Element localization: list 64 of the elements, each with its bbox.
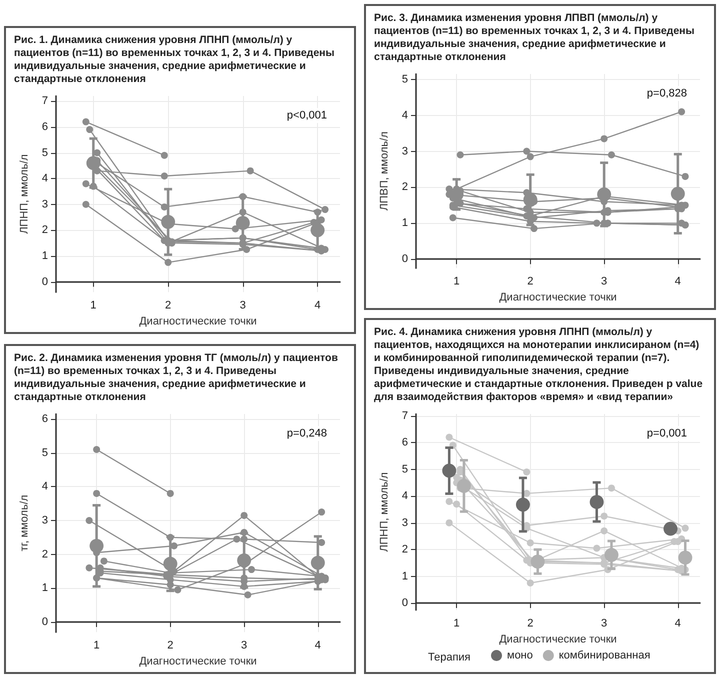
y-tick-label: 3 — [42, 514, 48, 527]
y-tick-label: 0 — [42, 616, 48, 628]
x-tick-label: 3 — [601, 618, 608, 630]
y-tick-label: 0 — [42, 276, 48, 288]
y-tick-label: 1 — [42, 250, 48, 262]
x-tick-label: 3 — [240, 300, 246, 312]
x-tick-label: 4 — [674, 618, 681, 630]
legend-label: комбинированная — [558, 650, 650, 662]
y-tick-label: 7 — [42, 95, 48, 108]
x-tick-label: 1 — [454, 276, 460, 288]
x-tick-label: 4 — [314, 300, 321, 312]
y-tick-label: 5 — [42, 146, 48, 159]
y-tick-label: 6 — [42, 413, 48, 426]
chart-title: Рис. 2. Динамика изменения уровня ТГ (ммоль/л) у пациентов (n=11) во временных точках 1, 2, 3 и 4. Приведены индивидуальные значения, средние арифметические и стандартные отклонения — [13, 351, 339, 404]
x-tick-label: 2 — [165, 300, 172, 312]
y-tick-label: 4 — [402, 109, 408, 122]
y-axis-title: ЛПНП, ммоль/л — [378, 472, 390, 552]
y-tick-label: 5 — [402, 73, 408, 86]
y-tick-label: 1 — [42, 582, 48, 594]
y-tick-label: 2 — [42, 548, 48, 560]
y-tick-label: 4 — [42, 480, 48, 493]
chart-title: Рис. 3. Динамика изменения уровня ЛПВП (ммоль/л) у пациентов (n=11) во временных точках 1, 2, 3 и 4. Приведены индивидуальные значения, средние арифметические и стандартные отклонения — [373, 11, 696, 64]
x-tick-label: 2 — [527, 276, 534, 288]
y-axis-title: тг, ммоль/л — [18, 494, 30, 552]
y-tick-label: 1 — [402, 570, 408, 582]
y-tick-label: 3 — [402, 145, 408, 158]
y-tick-label: 5 — [42, 446, 48, 459]
y-tick-label: 2 — [402, 544, 408, 556]
x-tick-label: 4 — [674, 276, 681, 288]
annotation: p=0,001 — [646, 428, 688, 440]
x-axis-title: Диагностические точки — [139, 656, 257, 668]
x-tick-label: 1 — [94, 640, 100, 652]
x-tick-label: 3 — [241, 640, 248, 652]
y-axis-title: ЛПНП, ммоль/л — [18, 154, 30, 234]
chart-title: Рис. 1. Динамика снижения уровня ЛПНП (ммоль/л) у пациентов (n=11) во временных точках 1, 2, 3 и 4. Приведены индивидуальные значения, средние арифметические и стандартные отклонения — [13, 33, 336, 86]
x-tick-label: 3 — [601, 276, 608, 288]
x-tick-label: 1 — [454, 618, 460, 630]
y-tick-label: 1 — [402, 217, 408, 230]
x-tick-label: 1 — [90, 300, 96, 312]
legend-title: Терапия — [428, 652, 471, 664]
y-tick-label: 3 — [402, 516, 408, 529]
y-tick-label: 7 — [402, 410, 408, 422]
x-axis-title: Диагностические точки — [139, 316, 257, 328]
annotation: p=0,248 — [286, 428, 328, 440]
x-tick-label: 4 — [314, 640, 321, 652]
y-tick-label: 3 — [42, 198, 48, 210]
annotation: p<0,001 — [286, 110, 328, 122]
x-axis-title: Диагностические точки — [499, 292, 617, 304]
y-axis-title: ЛПВП, ммоль/л — [378, 131, 390, 211]
y-tick-label: 4 — [402, 490, 408, 502]
y-tick-label: 2 — [402, 181, 408, 194]
x-tick-label: 2 — [527, 618, 534, 630]
y-tick-label: 0 — [402, 253, 408, 266]
y-tick-label: 6 — [402, 436, 408, 449]
y-tick-label: 0 — [402, 597, 408, 610]
chart-title: Рис. 4. Динамика снижения уровня ЛПНП (ммоль/л) у пациентов, находящихся на монотерапии инклисираном (n=4) и комбинированной гиполипидемической терапии (n=7). Приведены индивидуальные значения, средние арифметические и стандартные отклонения. Приведен p value для взаимодействия факторов «время» и «вид терапии» — [373, 325, 704, 404]
annotation: p=0,828 — [646, 88, 688, 100]
y-tick-label: 4 — [42, 172, 48, 185]
x-tick-label: 2 — [167, 640, 174, 652]
y-tick-label: 6 — [42, 120, 48, 133]
y-tick-label: 2 — [42, 224, 48, 236]
y-tick-label: 5 — [402, 463, 408, 476]
x-axis-title: Диагностические точки — [499, 633, 617, 646]
legend-label: моно — [507, 650, 533, 662]
